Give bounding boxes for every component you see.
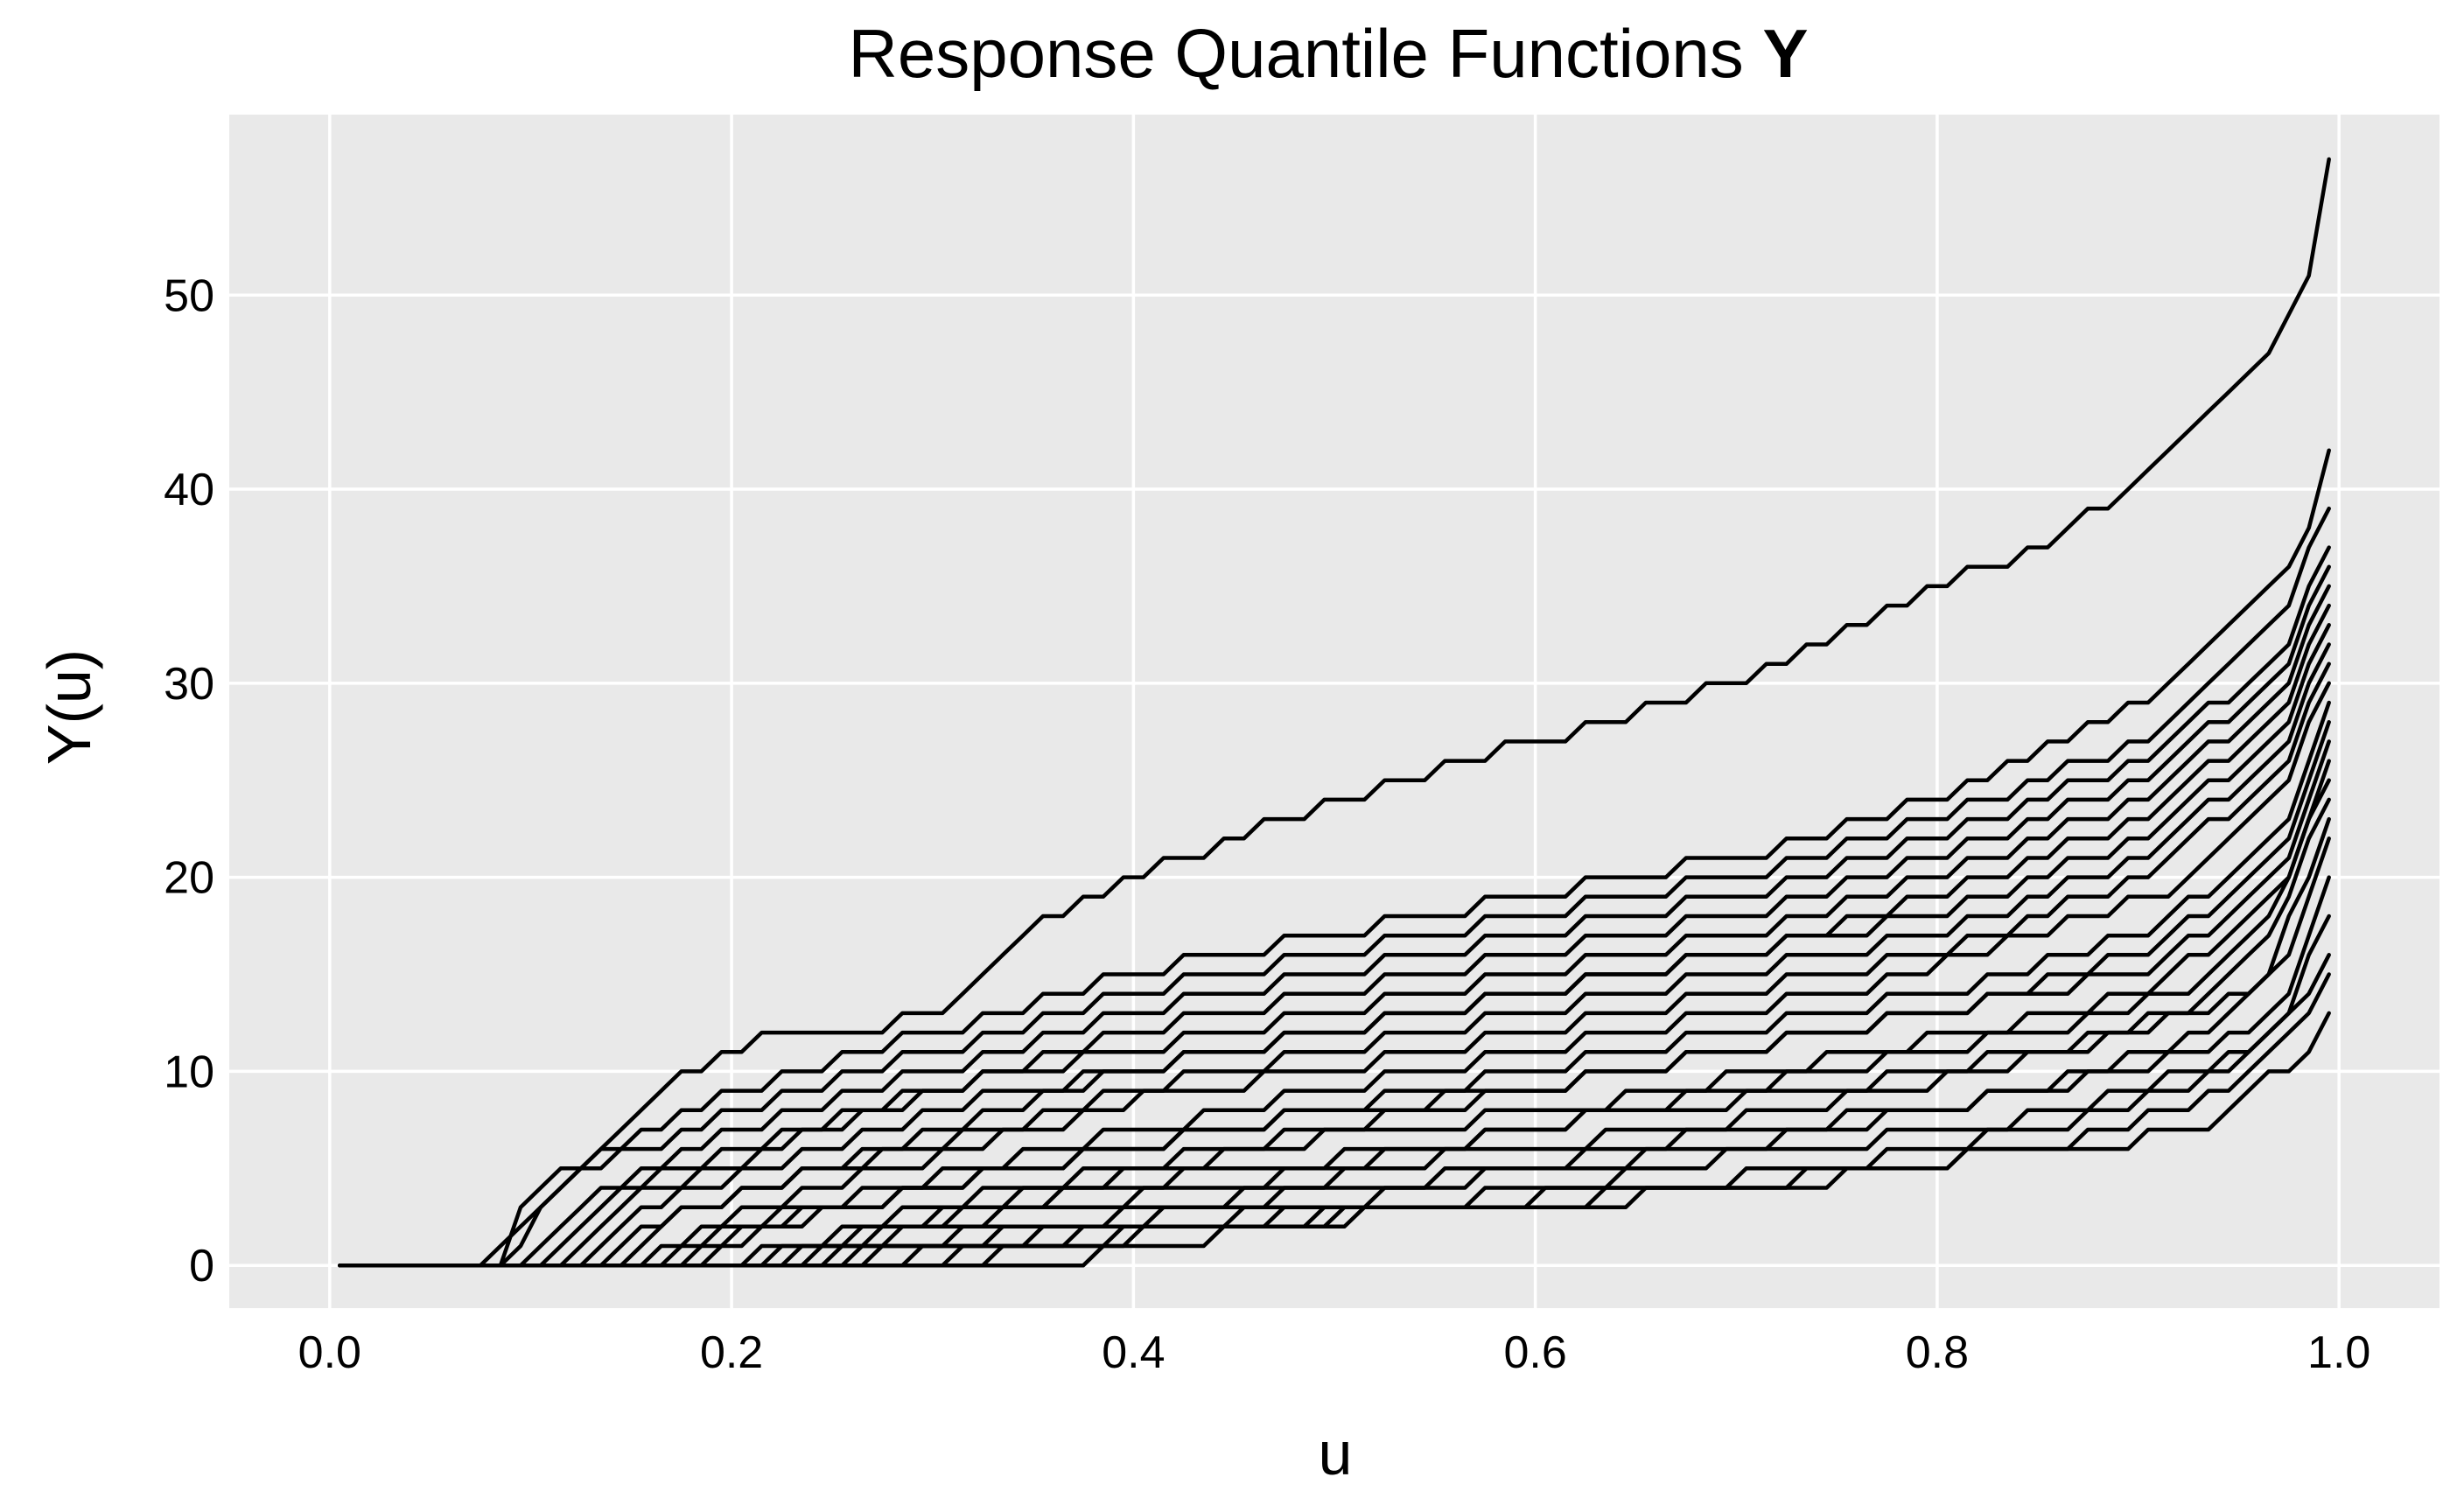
- series-line-4: [338, 545, 2331, 1268]
- chart-title: Response Quantile Functions Y: [849, 15, 1809, 92]
- series-line-1: [338, 157, 2331, 1268]
- series-line-6: [338, 584, 2331, 1268]
- y-tick-labels: 0 10 20 30 40 50: [164, 270, 214, 1292]
- y-tick-label-5: 50: [164, 270, 214, 321]
- series-line-9: [338, 642, 2331, 1268]
- x-tick-label-3: 0.6: [1503, 1327, 1566, 1378]
- chart-title-bold: Y: [1762, 15, 1808, 92]
- chart-title-text: Response Quantile Functions: [849, 15, 1763, 92]
- y-tick-label-4: 40: [164, 465, 214, 515]
- y-tick-label-0: 0: [189, 1241, 214, 1292]
- series-line-10: [338, 662, 2331, 1268]
- series-lines: [338, 157, 2331, 1268]
- x-tick-label-5: 1.0: [2307, 1327, 2370, 1378]
- grid-lines: [229, 115, 2440, 1308]
- x-tick-label-1: 0.2: [700, 1327, 763, 1378]
- series-line-3: [338, 506, 2331, 1268]
- series-line-5: [338, 564, 2331, 1268]
- series-line-24: [338, 1011, 2331, 1268]
- x-tick-label-2: 0.4: [1102, 1327, 1165, 1378]
- y-tick-label-3: 30: [164, 659, 214, 710]
- x-tick-label-0: 0.0: [298, 1327, 361, 1378]
- y-tick-label-2: 20: [164, 853, 214, 904]
- x-tick-label-4: 0.8: [1906, 1327, 1969, 1378]
- y-axis-label: Y(u): [35, 649, 103, 765]
- x-tick-labels: 0.0 0.2 0.4 0.6 0.8 1.0: [298, 1327, 2371, 1378]
- series-line-11: [338, 681, 2331, 1268]
- series-line-2: [338, 448, 2331, 1268]
- y-tick-label-1: 10: [164, 1046, 214, 1097]
- x-axis-label: u: [1319, 1419, 1353, 1488]
